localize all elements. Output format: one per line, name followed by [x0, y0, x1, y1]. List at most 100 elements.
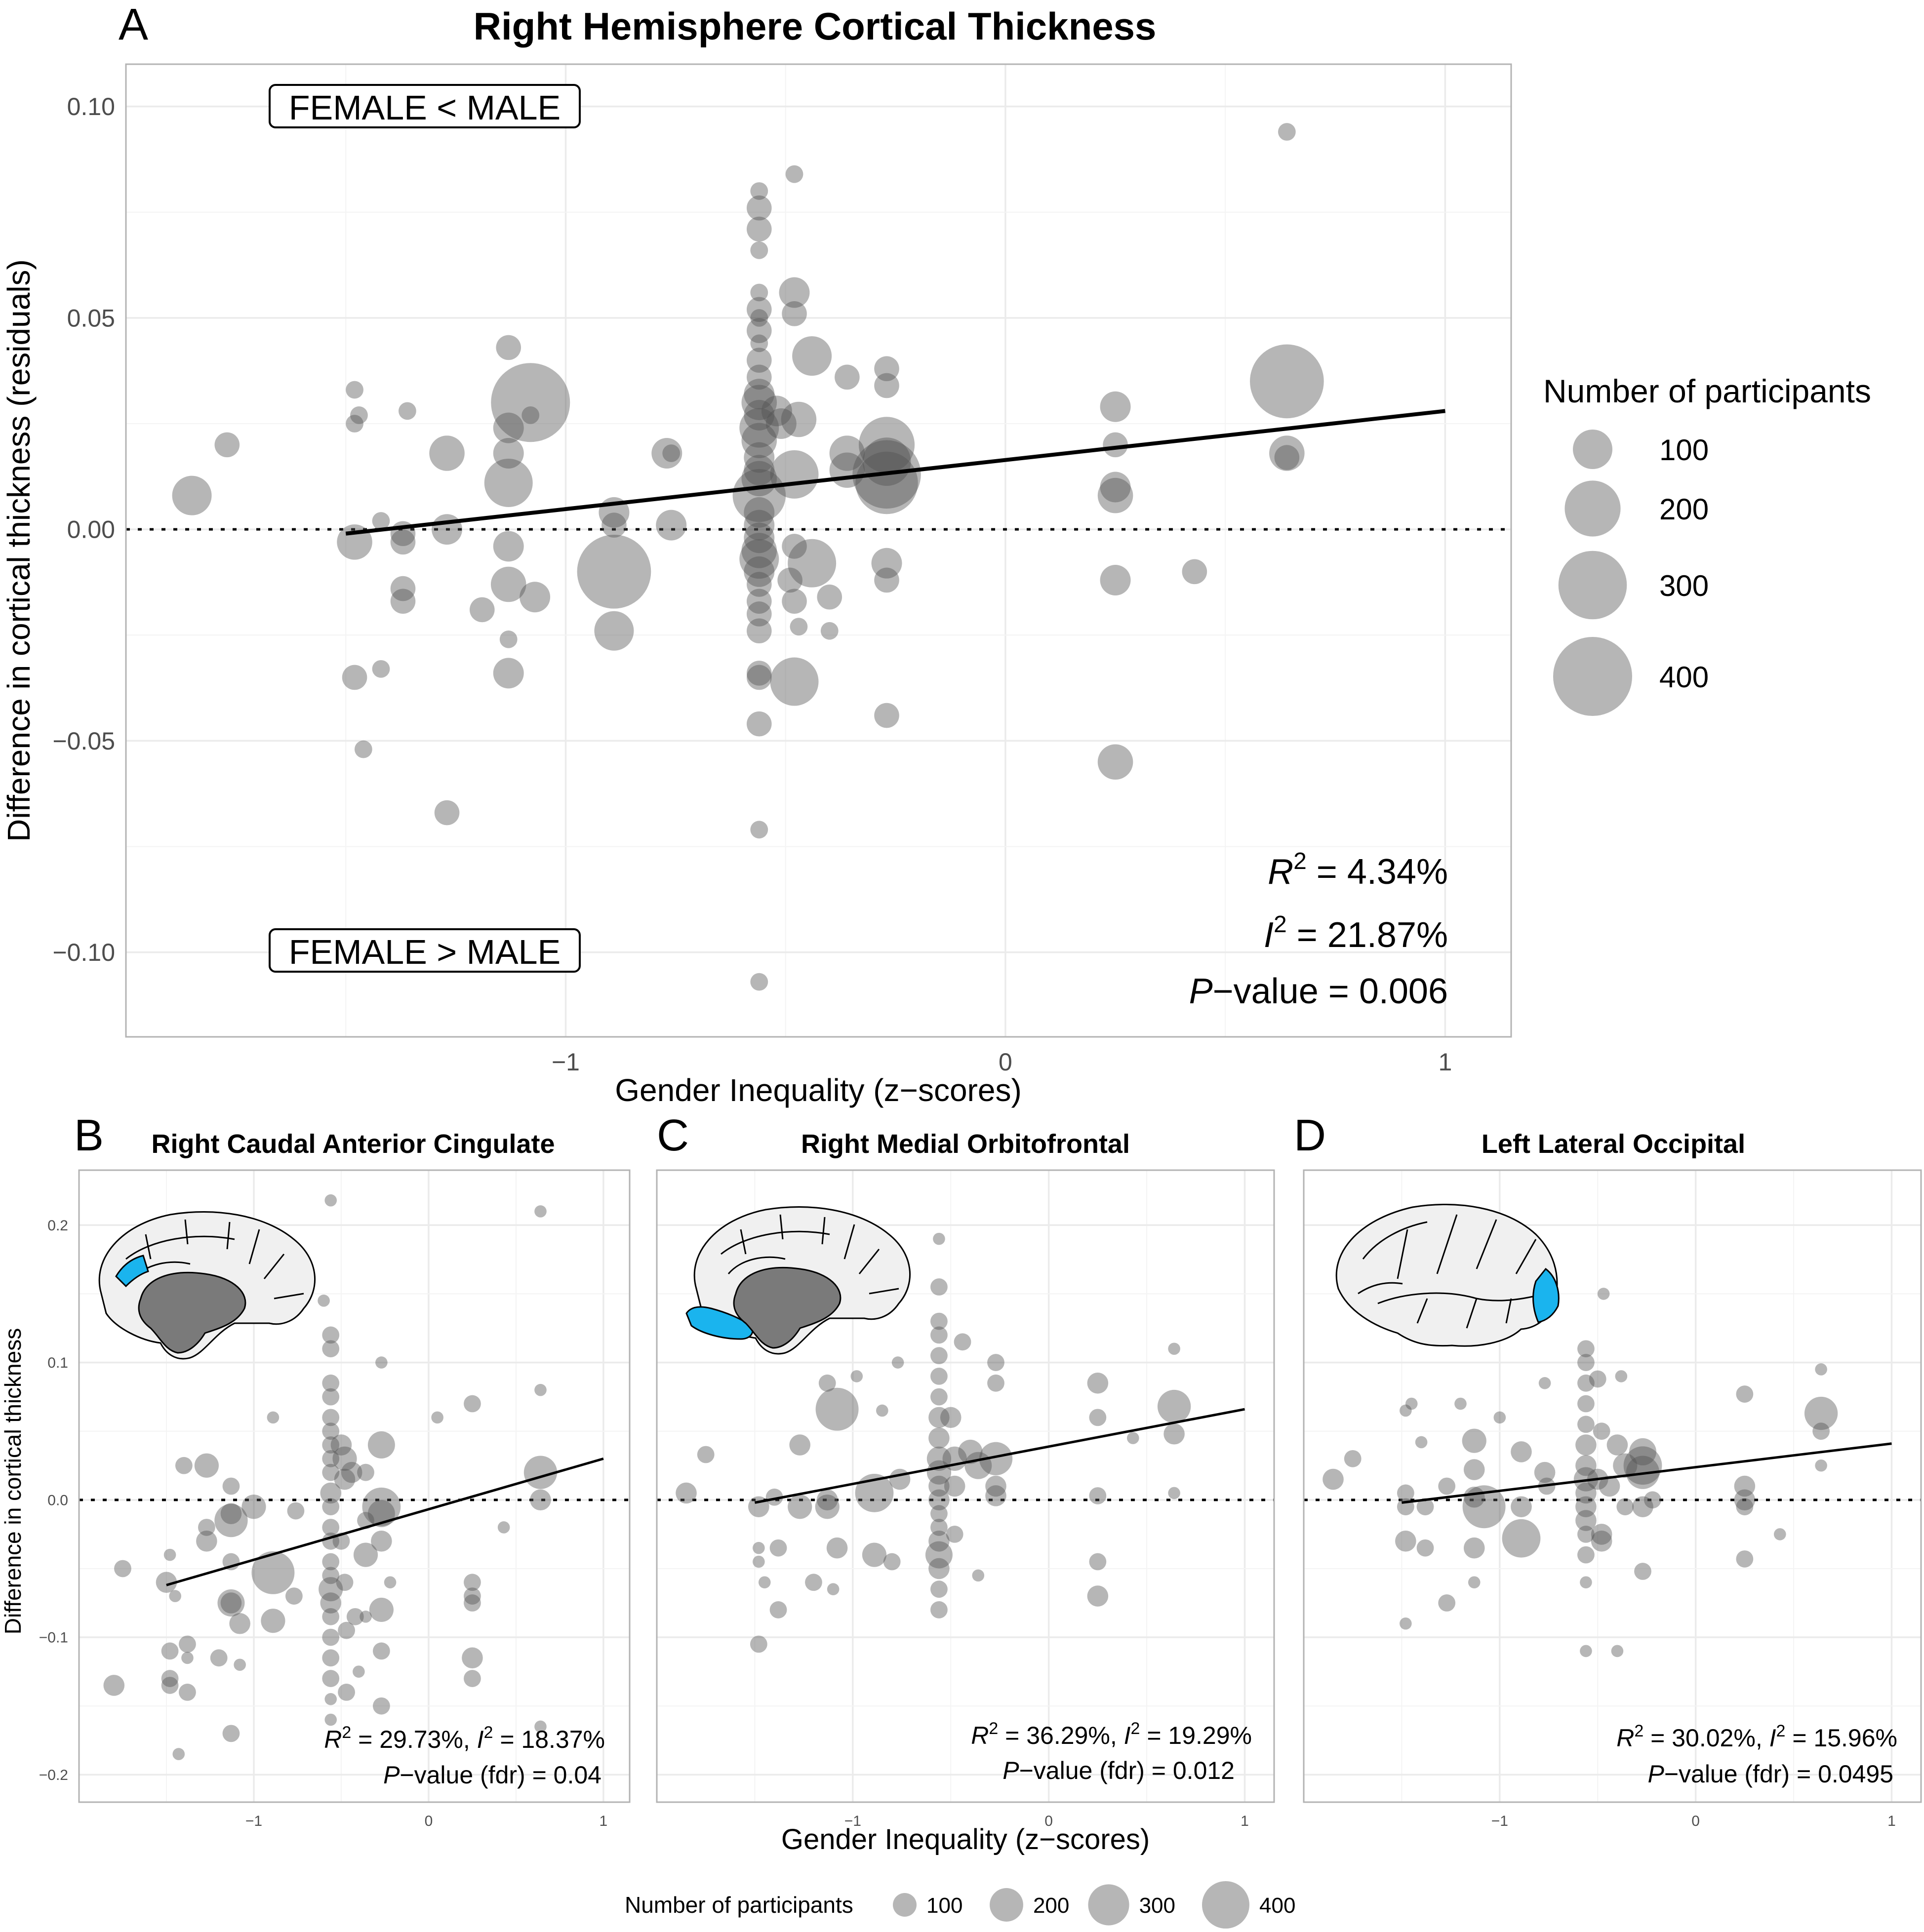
- data-point: [746, 297, 772, 322]
- data-point: [214, 1503, 248, 1538]
- data-point: [697, 1446, 715, 1463]
- data-point: [883, 1553, 901, 1571]
- data-point: [782, 534, 807, 559]
- bottom-legend-label: 300: [1139, 1893, 1175, 1918]
- data-point: [855, 451, 918, 514]
- data-point: [1502, 1519, 1541, 1558]
- data-point: [987, 1354, 1004, 1371]
- bottom-size-legend: Number of participants 100 200 300 400: [625, 1881, 1295, 1929]
- data-point: [1462, 1485, 1506, 1529]
- x-tick-label: 0: [1044, 1813, 1053, 1829]
- data-point: [432, 514, 463, 545]
- data-point: [753, 1541, 765, 1554]
- data-point: [222, 1477, 240, 1495]
- data-point: [1087, 1373, 1109, 1394]
- data-point: [761, 395, 792, 427]
- data-point: [933, 1232, 945, 1245]
- panel-letter-a: A: [119, 0, 148, 49]
- bottom-legend-label: 100: [926, 1893, 962, 1918]
- data-point: [372, 1642, 390, 1660]
- data-point: [322, 1450, 340, 1467]
- data-point: [161, 1642, 179, 1660]
- data-point: [792, 336, 832, 376]
- data-point: [788, 539, 837, 588]
- x-tick-label: 1: [1241, 1813, 1249, 1829]
- x-tick-label: −1: [844, 1813, 861, 1829]
- data-point: [1575, 1482, 1597, 1504]
- bottom-legend-label: 400: [1259, 1893, 1295, 1918]
- data-point: [523, 1456, 558, 1489]
- data-point: [958, 1439, 983, 1464]
- data-point: [1736, 1550, 1754, 1568]
- data-point: [769, 1601, 787, 1618]
- panel-d-points: [1323, 1288, 1838, 1657]
- y-tick-label: −0.10: [52, 939, 115, 966]
- panel-a-y-ticks: −0.10 −0.05 0.00 0.05 0.10: [52, 93, 115, 966]
- data-point: [744, 510, 775, 541]
- data-point: [346, 381, 363, 399]
- data-point: [534, 1720, 547, 1733]
- panel-c: C Right Medial Orbitofrontal −1 0 1 R2 = 3…: [656, 1111, 1275, 1829]
- data-point: [156, 1572, 177, 1593]
- data-point: [369, 1597, 394, 1622]
- data-point: [322, 1374, 340, 1392]
- data-point: [891, 1356, 904, 1369]
- data-point: [928, 1558, 950, 1579]
- data-point: [1599, 1475, 1620, 1497]
- data-point: [662, 444, 681, 462]
- data-point: [332, 1446, 357, 1471]
- data-point: [390, 576, 416, 601]
- data-point: [484, 458, 533, 507]
- panel-c-points: [676, 1232, 1191, 1653]
- data-point: [781, 401, 817, 437]
- data-point: [1616, 1498, 1634, 1516]
- data-point: [930, 1347, 948, 1365]
- data-point: [1323, 1468, 1344, 1490]
- data-point: [816, 1489, 838, 1511]
- data-point: [1182, 559, 1207, 585]
- data-point: [322, 1567, 340, 1584]
- data-point: [229, 1613, 250, 1634]
- data-point: [746, 364, 772, 390]
- data-point: [744, 497, 775, 528]
- data-point: [1463, 1486, 1485, 1508]
- data-point: [1278, 123, 1296, 141]
- panel-a-title: Right Hemisphere Cortical Thickness: [474, 4, 1157, 48]
- data-point: [790, 618, 808, 636]
- data-point: [497, 1521, 510, 1534]
- brain-medial-icon-b: [98, 1211, 316, 1360]
- data-point: [320, 1592, 342, 1614]
- data-point: [172, 475, 212, 515]
- data-point: [194, 1453, 219, 1478]
- data-point: [338, 1621, 355, 1639]
- data-point: [1615, 1370, 1628, 1382]
- data-point: [815, 1495, 840, 1519]
- data-point: [874, 356, 899, 381]
- data-point: [753, 1555, 765, 1568]
- legend-label: 400: [1659, 661, 1709, 694]
- data-point: [746, 195, 772, 221]
- data-point: [746, 216, 772, 242]
- data-point: [739, 539, 779, 579]
- legend-circle: [1553, 637, 1632, 716]
- legend-label: 200: [1659, 493, 1709, 526]
- panel-c-x-ticks: −1 0 1: [844, 1813, 1249, 1829]
- panel-letter-c: C: [657, 1111, 689, 1160]
- data-point: [1493, 1411, 1506, 1424]
- data-point: [322, 1409, 340, 1426]
- data-point: [765, 1488, 783, 1506]
- data-point: [1168, 1487, 1180, 1499]
- panel-a-x-label: Gender Inequality (z−scores): [615, 1072, 1022, 1108]
- data-point: [371, 1531, 392, 1552]
- y-tick-label: 0.0: [47, 1492, 68, 1508]
- data-point: [534, 1205, 547, 1218]
- data-point: [930, 1278, 948, 1296]
- data-point: [322, 1519, 340, 1536]
- data-point: [320, 1482, 342, 1504]
- data-point: [1438, 1477, 1456, 1495]
- data-point: [1643, 1491, 1661, 1509]
- data-point: [241, 1495, 266, 1519]
- x-tick-label: −1: [1491, 1813, 1508, 1829]
- data-point: [744, 522, 775, 553]
- data-point: [464, 1587, 481, 1605]
